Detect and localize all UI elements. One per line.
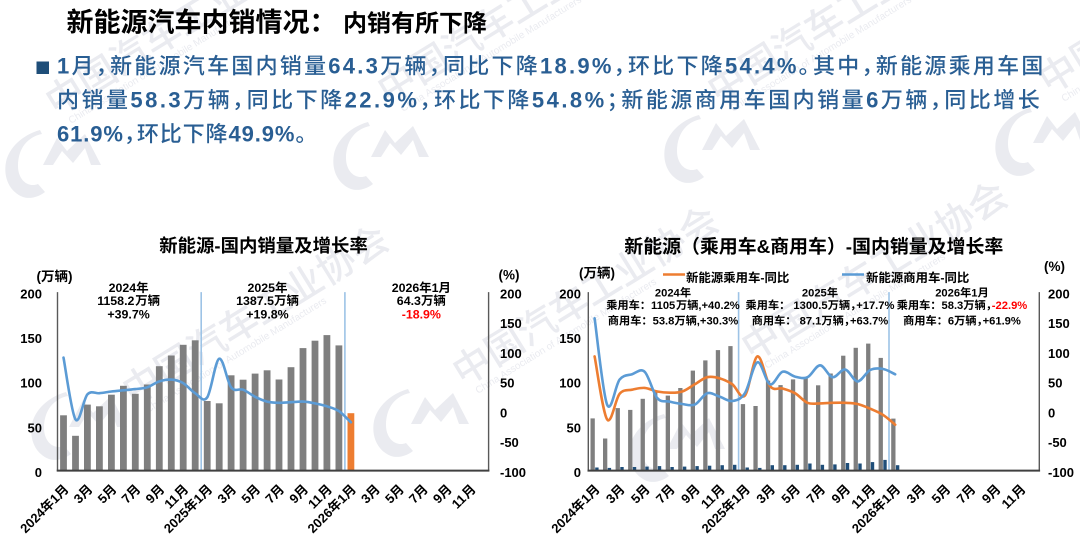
svg-text:58.3: 58.3	[942, 300, 964, 312]
svg-text:+63.7%: +63.7%	[850, 316, 888, 328]
svg-text:6: 6	[866, 88, 881, 113]
svg-text:100: 100	[500, 346, 522, 361]
svg-text:54.8%: 54.8%	[532, 88, 607, 113]
svg-text:53.8: 53.8	[653, 316, 675, 328]
svg-text:50: 50	[28, 420, 42, 435]
svg-text:-: -	[214, 235, 220, 256]
svg-text:): )	[68, 269, 73, 284]
svg-text:50: 50	[567, 420, 581, 435]
svg-text:100: 100	[20, 376, 42, 391]
svg-text:(: (	[37, 269, 42, 284]
svg-text:(%): (%)	[499, 268, 520, 283]
svg-text:,+30.3%: ,+30.3%	[697, 316, 738, 328]
svg-text:49.9%: 49.9%	[229, 122, 296, 147]
svg-text:2024: 2024	[109, 281, 137, 295]
svg-text:-: -	[760, 271, 764, 285]
svg-text:0: 0	[500, 405, 507, 420]
svg-text:0: 0	[35, 465, 42, 480]
svg-text:1158.2: 1158.2	[97, 294, 134, 308]
svg-text:2026: 2026	[935, 288, 960, 300]
svg-text:18.9%: 18.9%	[540, 54, 614, 79]
svg-text:+17.7%: +17.7%	[856, 300, 894, 312]
svg-text:1: 1	[432, 281, 439, 295]
svg-text:50: 50	[1048, 376, 1062, 391]
svg-text:2025: 2025	[802, 288, 827, 300]
svg-text:-50: -50	[1048, 435, 1067, 450]
svg-text:200: 200	[500, 286, 522, 301]
svg-text:50: 50	[500, 376, 514, 391]
svg-text:&: &	[757, 237, 771, 258]
svg-text:1300.5: 1300.5	[793, 300, 827, 312]
svg-text:1105: 1105	[651, 300, 675, 312]
svg-text:+19.8%: +19.8%	[246, 308, 288, 322]
svg-text:200: 200	[1048, 286, 1070, 301]
svg-text:22.9%: 22.9%	[345, 88, 420, 113]
svg-text:-100: -100	[500, 465, 526, 480]
svg-text:100: 100	[1048, 346, 1070, 361]
svg-text:64.3: 64.3	[328, 54, 380, 79]
svg-text:1387.5: 1387.5	[236, 294, 274, 308]
svg-text:87.1: 87.1	[800, 316, 822, 328]
svg-text:2025: 2025	[248, 281, 276, 295]
svg-text:64.3: 64.3	[397, 294, 421, 308]
svg-text:+39.7%: +39.7%	[107, 308, 149, 322]
svg-text:2026: 2026	[392, 281, 420, 295]
svg-text:1: 1	[971, 288, 977, 300]
svg-text:(: (	[579, 266, 584, 281]
svg-text:150: 150	[1048, 316, 1070, 331]
svg-text:-50: -50	[500, 435, 519, 450]
svg-text:): )	[611, 266, 616, 281]
svg-text:100: 100	[559, 376, 581, 391]
svg-text:61.9%: 61.9%	[57, 122, 124, 147]
svg-text:0: 0	[1048, 405, 1055, 420]
svg-text:-18.9%: -18.9%	[402, 308, 441, 322]
svg-text:6: 6	[948, 316, 954, 328]
svg-text:-: -	[940, 271, 944, 285]
svg-text:1: 1	[57, 54, 72, 79]
svg-text:2024: 2024	[655, 288, 681, 300]
svg-text:200: 200	[559, 286, 581, 301]
svg-text:-22.9%: -22.9%	[992, 300, 1027, 312]
svg-text:0: 0	[574, 465, 581, 480]
svg-text:(%): (%)	[1044, 259, 1065, 274]
svg-text:150: 150	[20, 331, 42, 346]
svg-text:200: 200	[20, 286, 42, 301]
svg-text:150: 150	[500, 316, 522, 331]
svg-text:58.3: 58.3	[130, 88, 183, 113]
svg-text:-100: -100	[1048, 465, 1074, 480]
svg-text:150: 150	[559, 331, 581, 346]
svg-text:-: -	[846, 237, 852, 258]
svg-text:+61.9%: +61.9%	[983, 316, 1021, 328]
svg-text:54.4%: 54.4%	[725, 54, 799, 79]
svg-text:,+40.2%: ,+40.2%	[698, 300, 739, 312]
